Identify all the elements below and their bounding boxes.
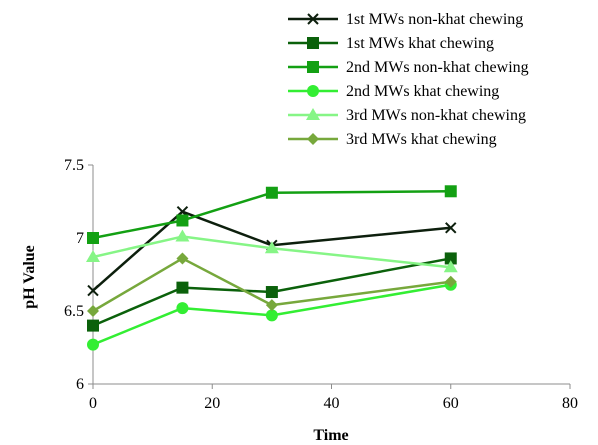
series-line — [92, 257, 451, 327]
legend-item: 1st MWs non-khat chewing — [288, 11, 523, 28]
series-layer — [86, 185, 458, 351]
x-tick-label: 60 — [443, 395, 459, 412]
series-2 — [87, 252, 457, 332]
y-tick-label: 6 — [76, 376, 84, 393]
x-tick-label: 20 — [204, 395, 220, 412]
data-point — [176, 252, 189, 265]
legend-label: 2nd MWs khat chewing — [346, 83, 499, 100]
data-point — [87, 319, 99, 332]
legend-swatch-marker — [307, 61, 319, 73]
y-tick-label: 6.5 — [64, 303, 84, 320]
legend-label: 2nd MWs non-khat chewing — [346, 59, 529, 76]
legend-swatch-marker — [307, 85, 319, 97]
legend-item: 1st MWs khat chewing — [288, 35, 494, 52]
legend-label: 3rd MWs khat chewing — [346, 131, 497, 148]
series-line — [92, 235, 451, 269]
data-point — [444, 252, 457, 265]
data-point — [265, 299, 278, 312]
data-point — [265, 186, 278, 199]
axes: 6 6.5 7 7.5 0 20 40 60 80 — [64, 157, 578, 412]
data-point — [265, 286, 278, 299]
legend-swatch-marker — [307, 37, 319, 49]
data-point — [87, 338, 99, 351]
series-3 — [87, 185, 457, 244]
data-point — [445, 222, 457, 234]
legend-swatch-marker — [306, 108, 320, 120]
legend-item: 3rd MWs khat chewing — [288, 131, 497, 148]
legend-label: 3rd MWs non-khat chewing — [346, 107, 526, 124]
x-tick-label: 40 — [324, 395, 340, 412]
x-tick-label: 0 — [89, 395, 97, 412]
y-tick-label: 7 — [76, 230, 84, 247]
series-line — [92, 257, 451, 313]
legend-item: 2nd MWs khat chewing — [288, 83, 499, 100]
data-point — [176, 302, 189, 315]
y-axis-title: pH Value — [21, 245, 38, 309]
legend: 1st MWs non-khat chewing 1st MWs khat che… — [288, 11, 529, 148]
series-6 — [87, 252, 457, 317]
data-point — [176, 281, 189, 294]
series-line — [92, 190, 451, 240]
legend-item: 3rd MWs non-khat chewing — [288, 107, 526, 124]
x-tick-label: 80 — [562, 395, 578, 412]
x-axis-title: Time — [313, 427, 348, 444]
data-point — [175, 229, 190, 242]
legend-label: 1st MWs non-khat chewing — [346, 11, 523, 28]
data-point — [443, 260, 458, 273]
legend-label: 1st MWs khat chewing — [346, 35, 494, 52]
data-point — [444, 185, 457, 198]
data-point — [86, 249, 100, 262]
data-point — [87, 284, 99, 297]
data-point — [265, 309, 278, 322]
data-point — [176, 214, 189, 227]
data-point — [444, 275, 457, 288]
series-5 — [86, 229, 458, 273]
y-tick-label: 7.5 — [64, 157, 84, 174]
series-line — [92, 283, 451, 346]
series-line — [92, 210, 451, 292]
legend-swatch-marker — [307, 133, 319, 145]
data-point — [87, 305, 99, 317]
legend-swatch-marker — [307, 13, 319, 25]
data-point — [264, 241, 279, 254]
legend-item: 2nd MWs non-khat chewing — [288, 59, 529, 76]
data-point — [87, 232, 99, 244]
